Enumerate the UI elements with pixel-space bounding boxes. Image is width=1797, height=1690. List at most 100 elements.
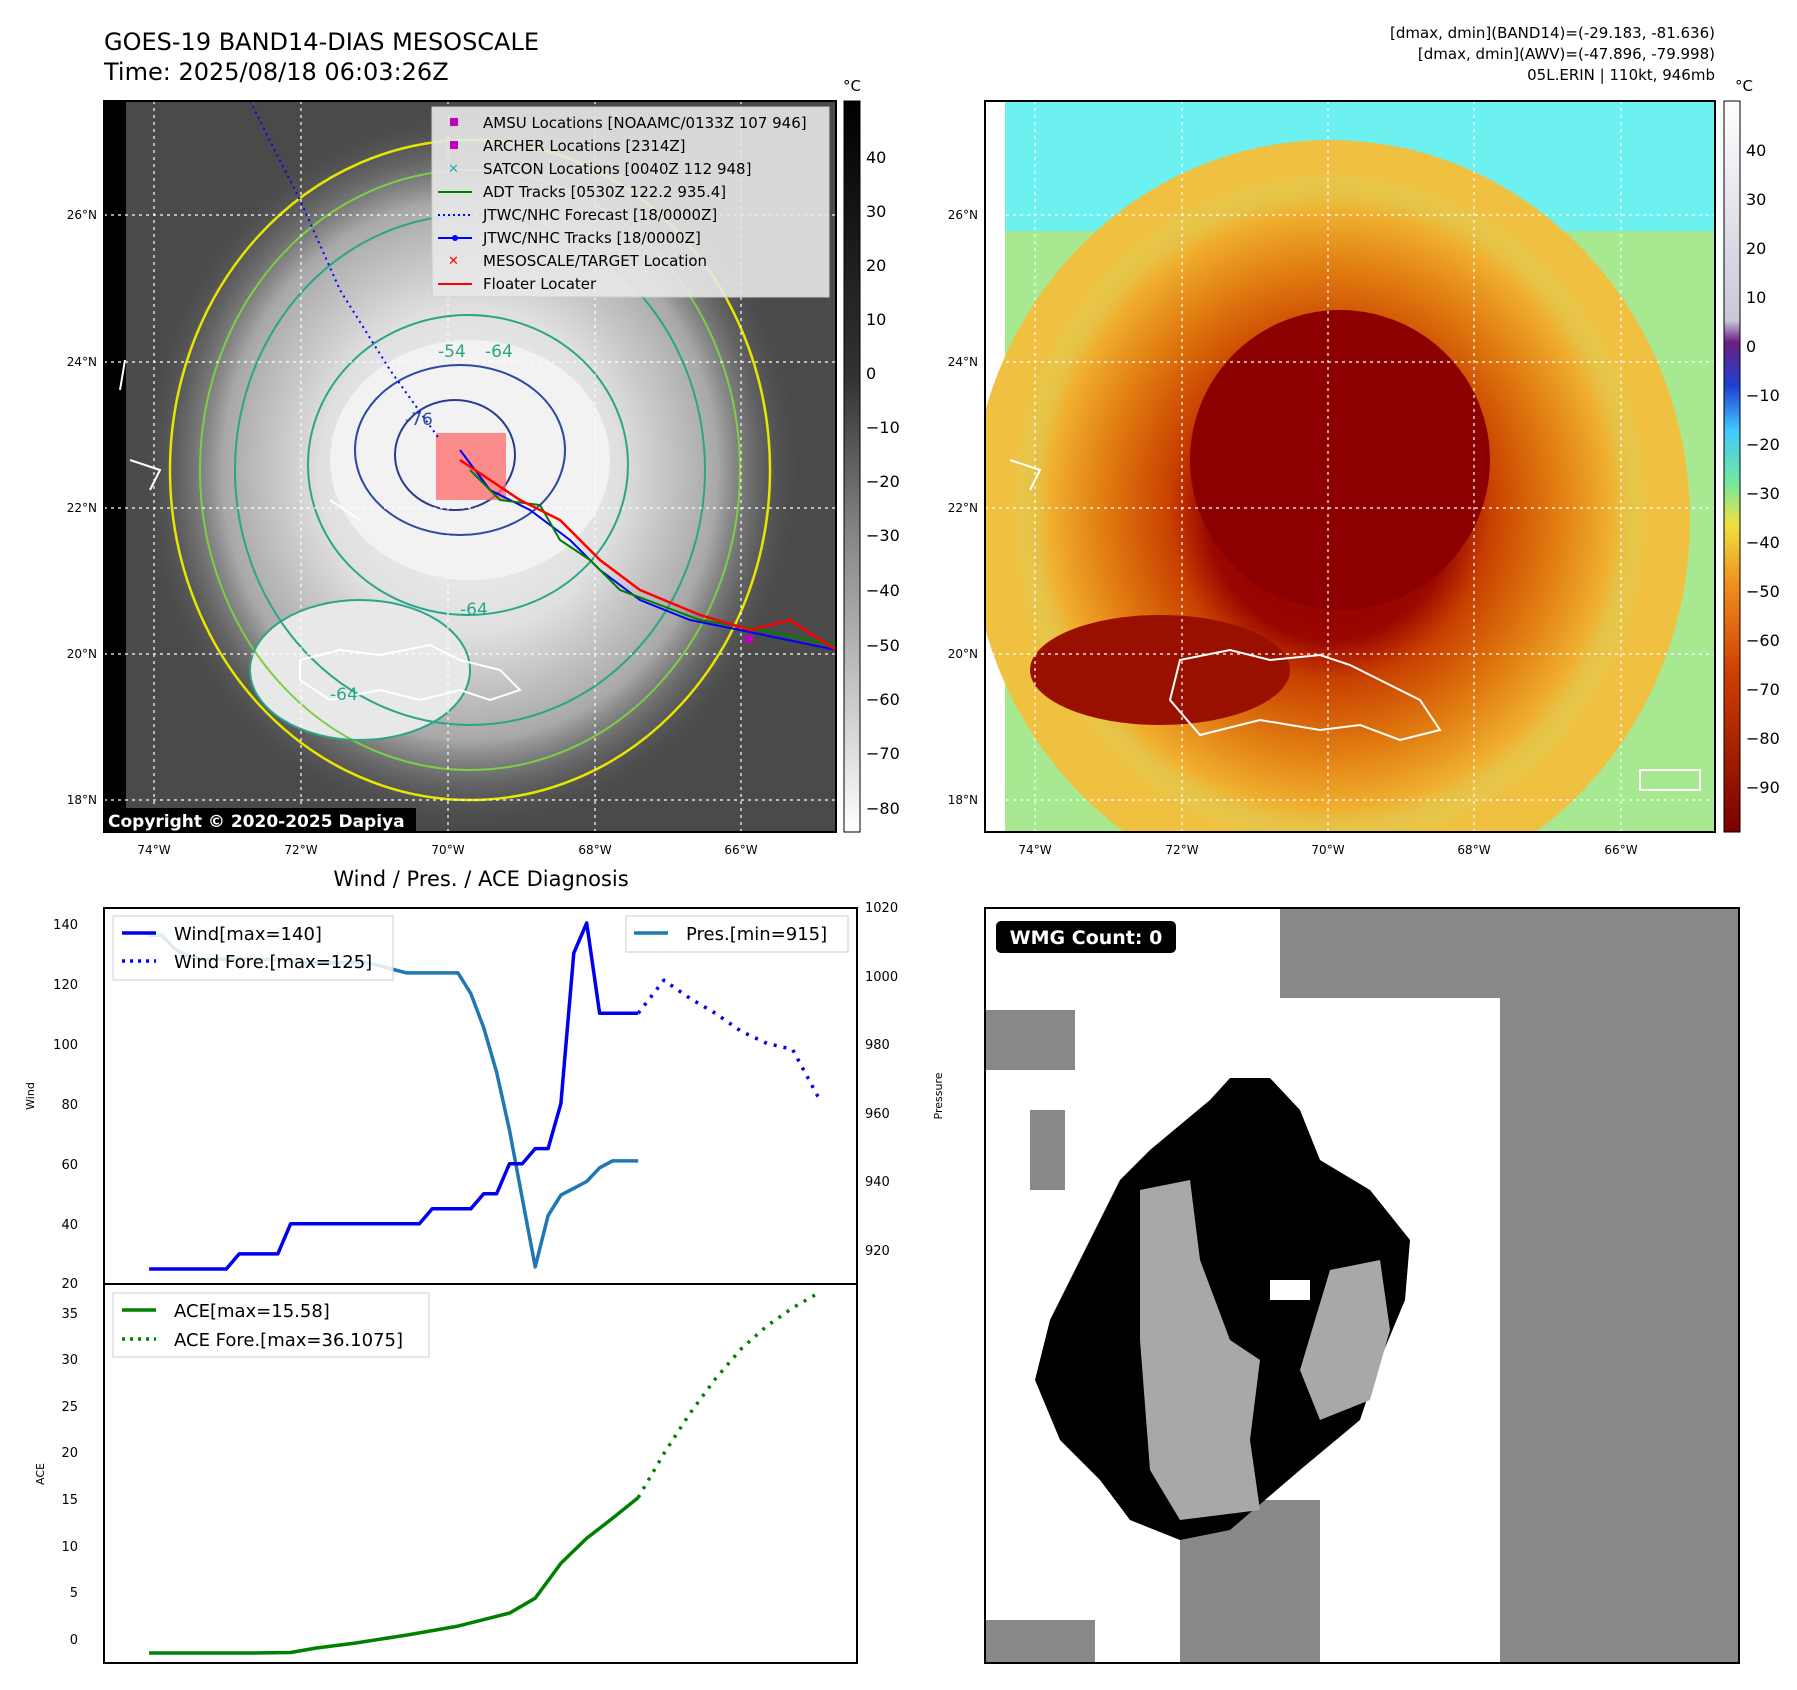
ace-tick: 0 bbox=[70, 1633, 78, 1648]
wind-legend-label: Wind[max=140] bbox=[174, 924, 322, 945]
contour-label-1: -64 bbox=[485, 342, 513, 362]
figure-time: Time: 2025/08/18 06:03:26Z bbox=[103, 58, 449, 86]
wind-tick: 60 bbox=[61, 1158, 78, 1173]
info-line-2: [dmax, dmin](AWV)=(-47.896, -79.998) bbox=[1418, 45, 1715, 63]
ir-cbar-tick: 40 bbox=[866, 148, 886, 167]
wmg-gray-right bbox=[1500, 908, 1739, 1663]
ace-ticks: 35 30 25 20 15 10 5 0 bbox=[61, 1307, 78, 1648]
wv-lat-label: 22°N bbox=[948, 501, 978, 515]
wind-tick: 20 bbox=[61, 1277, 78, 1292]
ir-cbar-tick: −10 bbox=[866, 418, 900, 437]
wv-cbar-tick: −90 bbox=[1746, 778, 1780, 797]
legend-label-floater: Floater Locater bbox=[483, 275, 597, 293]
ir-lon-label: 72°W bbox=[284, 843, 317, 857]
wv-lon-label: 68°W bbox=[1457, 843, 1490, 857]
ace-fore-legend-label: ACE Fore.[max=36.1075] bbox=[174, 1330, 403, 1351]
wmg-frame bbox=[984, 907, 1740, 1664]
wv-coastline-hispaniola bbox=[1168, 648, 1442, 742]
legend-label-amsu: AMSU Locations [NOAAMC/0133Z 107 946] bbox=[483, 114, 807, 132]
wv-cbar-tick: −40 bbox=[1746, 533, 1780, 552]
wv-map-panel bbox=[985, 101, 1715, 832]
ir-cbar-tick: −70 bbox=[866, 744, 900, 763]
ir-lon-label: 70°W bbox=[431, 843, 464, 857]
wv-lat-labels: 26°N 24°N 22°N 20°N 18°N bbox=[948, 208, 978, 807]
contour-blue-2 bbox=[394, 399, 516, 511]
wv-storm-core bbox=[1190, 310, 1490, 610]
floater-track bbox=[459, 458, 836, 652]
wmg-count-label: WMG Count: 0 bbox=[1010, 927, 1163, 949]
wv-lat-label: 26°N bbox=[948, 208, 978, 222]
wv-cbar-tick: −50 bbox=[1746, 582, 1780, 601]
ir-lat-label: 26°N bbox=[67, 208, 97, 222]
ace-tick: 30 bbox=[61, 1353, 78, 1368]
ace-forecast-series-line bbox=[636, 1291, 820, 1499]
figure-title: GOES-19 BAND14-DIAS MESOSCALE bbox=[104, 28, 539, 56]
ace-series-group bbox=[149, 1291, 820, 1655]
ace-tick: 10 bbox=[61, 1540, 78, 1555]
ace-tick: 15 bbox=[61, 1493, 78, 1508]
wv-cbar-tick: −20 bbox=[1746, 435, 1780, 454]
ace-chart: 35 30 25 20 15 10 5 0 ACE ACE[max=15.58]… bbox=[34, 1283, 858, 1664]
ir-cbar-tick: 0 bbox=[866, 364, 876, 383]
contour-label-2: -54 bbox=[438, 342, 466, 362]
wv-lon-labels: 74°W 72°W 70°W 68°W 66°W bbox=[1018, 843, 1637, 857]
legend-label-forecast: JTWC/NHC Forecast [18/0000Z] bbox=[482, 206, 717, 224]
wv-lat-label: 20°N bbox=[948, 647, 978, 661]
ir-legend: AMSU Locations [NOAAMC/0133Z 107 946] AR… bbox=[431, 106, 830, 298]
pres-tick: 960 bbox=[865, 1107, 890, 1122]
wind-forecast-series-line bbox=[636, 978, 820, 1099]
pres-tick: 980 bbox=[865, 1038, 890, 1053]
legend-label-adt: ADT Tracks [0530Z 122.2 935.4] bbox=[483, 183, 726, 201]
diag-title: Wind / Pres. / ACE Diagnosis bbox=[333, 867, 628, 891]
contour-label-4: -64 bbox=[460, 600, 488, 620]
wmg-gray-bottom-left bbox=[985, 1620, 1095, 1663]
wv-cbar-tick: 10 bbox=[1746, 288, 1766, 307]
wind-tick: 140 bbox=[53, 918, 78, 933]
wv-coastline-bahamas bbox=[1009, 459, 1701, 791]
wmg-white-hole bbox=[1270, 1280, 1310, 1300]
ace-ylabel: ACE bbox=[34, 1463, 47, 1485]
ace-legend-label: ACE[max=15.58] bbox=[174, 1301, 330, 1322]
legend-label-archer: ARCHER Locations [2314Z] bbox=[483, 137, 686, 155]
legend-marker-amsu bbox=[450, 118, 458, 126]
wv-lon-label: 66°W bbox=[1604, 843, 1637, 857]
ace-tick: 5 bbox=[70, 1586, 78, 1601]
wind-tick: 120 bbox=[53, 978, 78, 993]
ace-tick: 25 bbox=[61, 1400, 78, 1415]
pres-tick: 1000 bbox=[865, 970, 898, 985]
wv-cbar-tick: 40 bbox=[1746, 141, 1766, 160]
wind-fore-legend-label: Wind Fore.[max=125] bbox=[174, 952, 372, 973]
ir-cbar-tick: −60 bbox=[866, 690, 900, 709]
amsu-marker bbox=[745, 635, 753, 643]
wmg-panel: WMG Count: 0 bbox=[984, 907, 1740, 1664]
wv-cbar-tick: −70 bbox=[1746, 680, 1780, 699]
wv-lon-label: 74°W bbox=[1018, 843, 1051, 857]
ir-lat-labels: 26°N 24°N 22°N 20°N 18°N bbox=[67, 208, 97, 807]
wind-ylabel: Wind bbox=[24, 1082, 37, 1110]
ir-cbar-tick: −30 bbox=[866, 526, 900, 545]
ir-left-black-strip bbox=[104, 101, 126, 832]
pressure-series-line bbox=[149, 933, 639, 1269]
wv-map-frame bbox=[984, 100, 1716, 833]
wmg-count-badge bbox=[996, 921, 1176, 953]
ace-legend-box bbox=[112, 1292, 430, 1358]
wv-lat-label: 24°N bbox=[948, 355, 978, 369]
pres-tick: 1020 bbox=[865, 901, 898, 916]
ir-colorbar-ticks: 40 30 20 10 0 −10 −20 −30 −40 −50 −60 −7… bbox=[866, 148, 900, 818]
ir-lon-label: 74°W bbox=[137, 843, 170, 857]
ir-cbar-tick: −40 bbox=[866, 581, 900, 600]
ir-cbar-tick: −20 bbox=[866, 472, 900, 491]
wmg-gray-left-mid bbox=[1030, 1110, 1065, 1190]
ace-chart-frame bbox=[103, 1283, 858, 1664]
ir-lat-label: 18°N bbox=[67, 793, 97, 807]
contour-label-3: -76 bbox=[405, 410, 433, 430]
legend-marker-target: ✕ bbox=[448, 254, 459, 269]
ace-tick: 20 bbox=[61, 1446, 78, 1461]
ace-tick: 35 bbox=[61, 1307, 78, 1322]
wv-lon-label: 72°W bbox=[1165, 843, 1198, 857]
wv-colorbar bbox=[1723, 100, 1741, 833]
pres-legend-label: Pres.[min=915] bbox=[686, 924, 827, 945]
ir-lat-label: 20°N bbox=[67, 647, 97, 661]
wv-south-band bbox=[1030, 615, 1290, 725]
contour-label-5: -64 bbox=[330, 685, 358, 705]
